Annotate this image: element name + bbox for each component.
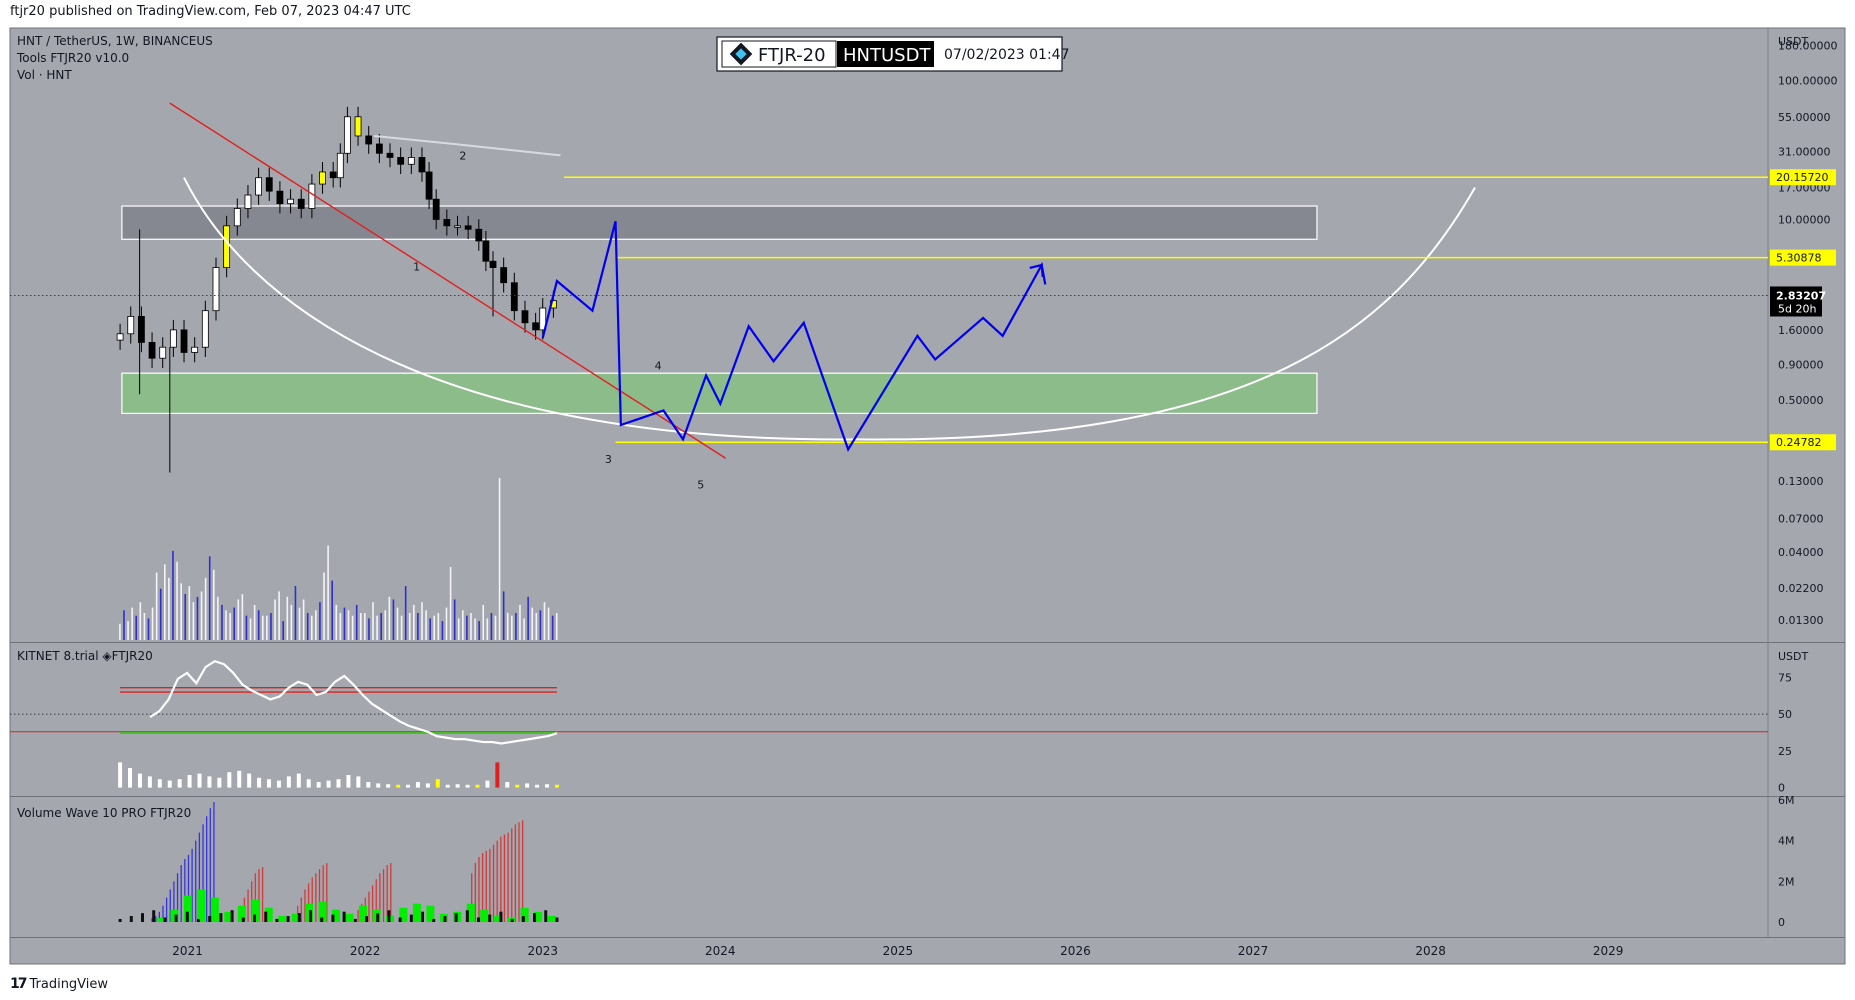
tradingview-footer[interactable]: 17 TradingView (10, 976, 108, 992)
main-pane[interactable] (10, 28, 1845, 642)
publish-header: ftjr20 published on TradingView.com, Feb… (10, 4, 411, 19)
kitnet-pane[interactable] (10, 643, 1845, 796)
footer-brand: TradingView (29, 976, 109, 992)
time-axis[interactable] (10, 938, 1845, 964)
tradingview-logo-icon: 17 (10, 976, 28, 992)
volume-wave-pane[interactable] (10, 797, 1845, 937)
